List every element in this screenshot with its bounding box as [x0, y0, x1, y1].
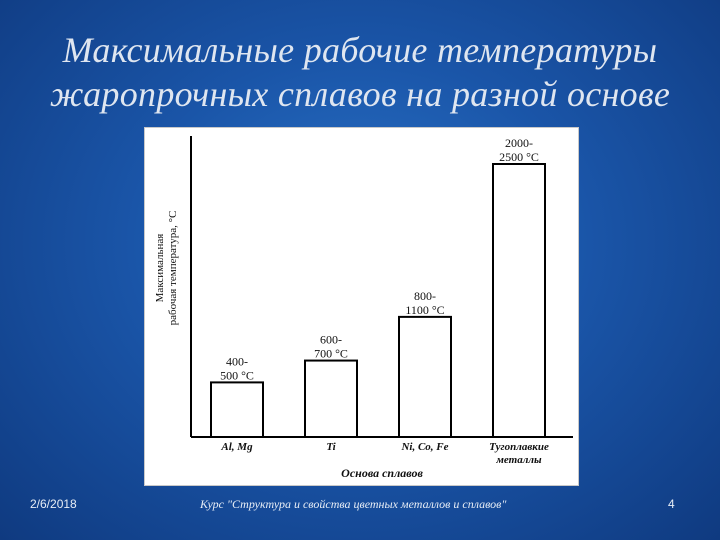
footer-page-number: 4 [668, 497, 675, 511]
y-axis-title-line-2: рабочая температура, °С [167, 211, 179, 326]
bar [492, 163, 546, 438]
y-axis-title-line-1: Максимальная [154, 234, 166, 303]
footer-date: 2/6/2018 [30, 497, 77, 511]
chart-figure: Максимальнаярабочая температура, °С 400- 5… [144, 127, 579, 486]
bar-value-label: 500 °C [220, 368, 254, 382]
bar-value-label: 2000- [505, 136, 533, 150]
x-axis-title: Основа сплавов [341, 466, 423, 480]
bar-chart: Максимальнаярабочая температура, °С 400-5… [154, 136, 573, 480]
x-tick-label: Ni, Co, Fe [400, 441, 448, 453]
bar-value-label: 2500 °C [499, 150, 539, 164]
x-tick-label: Al, Mg [220, 441, 253, 453]
slide-title-line-2: жаропрочных сплавов на разной основе [49, 74, 671, 114]
bar-value-label: 1100 °C [405, 303, 444, 317]
bar [398, 315, 452, 439]
bar-value-label: 600- [320, 333, 342, 347]
x-tick-label: металлы [495, 454, 542, 466]
bar [304, 359, 358, 438]
bar [210, 381, 264, 438]
y-axis-title: Максимальнаярабочая температура, °С [154, 211, 179, 326]
slide-title-line-1: Максимальные рабочие температуры [62, 30, 658, 70]
footer-course-title: Курс "Структура и свойства цветных метал… [200, 497, 507, 511]
bar-value-label: 700 °C [314, 347, 348, 361]
x-tick-label: Ti [326, 441, 336, 453]
bar-value-label: 400- [226, 354, 248, 368]
slide-title: Максимальные рабочие температуры жаропро… [20, 28, 700, 116]
bar-value-label: 800- [414, 289, 436, 303]
x-tick-label: Тугоплавкие [489, 441, 549, 453]
